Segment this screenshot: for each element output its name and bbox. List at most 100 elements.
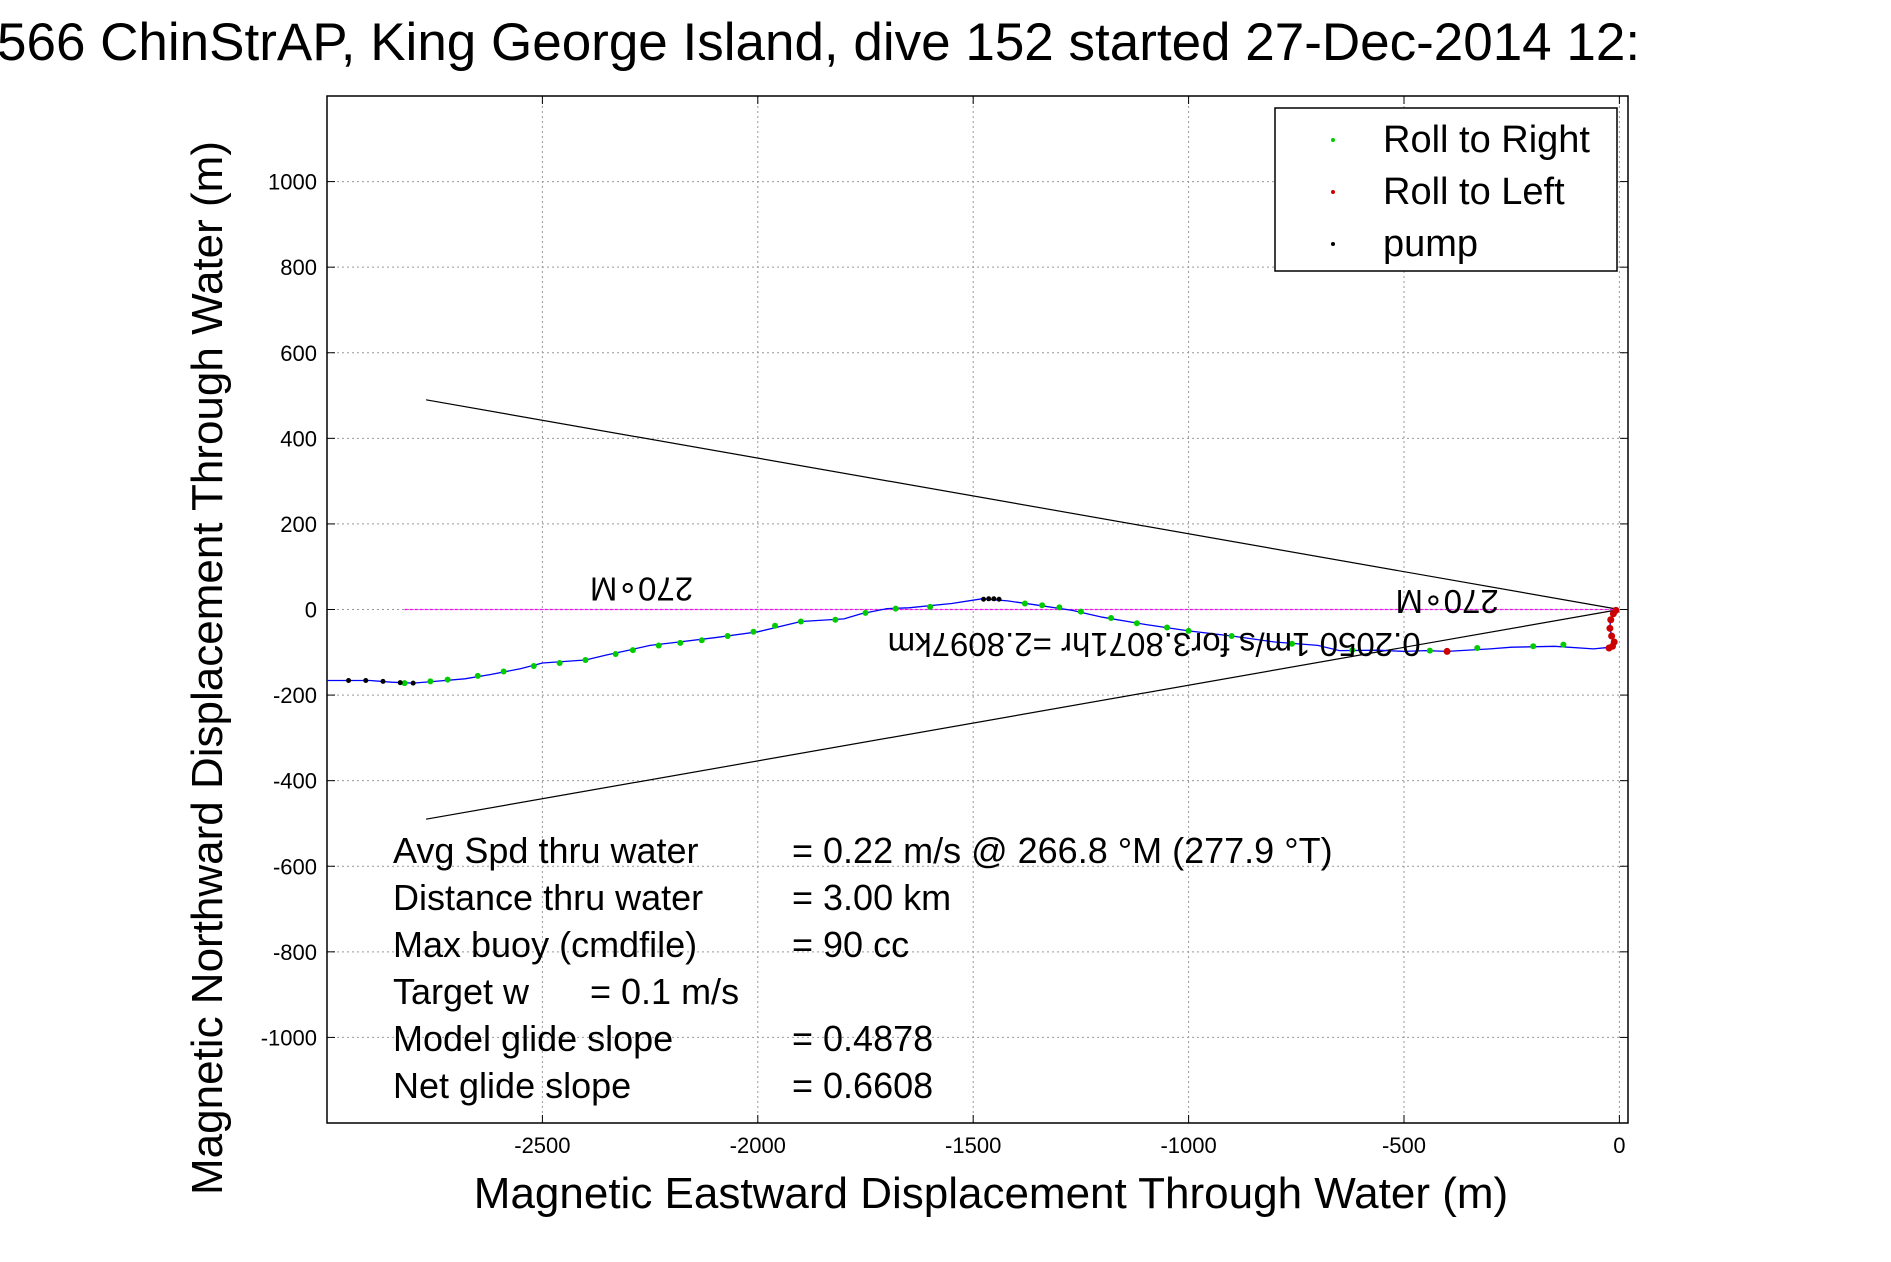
roll-right-point xyxy=(797,618,804,625)
y-tick-label: -400 xyxy=(273,769,317,794)
reference-lines xyxy=(404,399,1620,820)
stat-label: Avg Spd thru water xyxy=(393,830,699,871)
annotations: 270∘M 270∘M 0.2050 1m/s for3.8071hr =2.809… xyxy=(590,570,1499,663)
roll-right-point xyxy=(862,609,869,616)
y-tick-label: 200 xyxy=(280,512,317,537)
y-tick-label: 0 xyxy=(305,598,317,623)
pump-point xyxy=(986,596,992,602)
y-tick-label: -600 xyxy=(273,854,317,879)
y-tick-label: 600 xyxy=(280,341,317,366)
heading-wedge-line xyxy=(425,399,1620,611)
roll-right-point xyxy=(500,668,507,675)
legend-marker xyxy=(1331,242,1335,246)
legend-label: pump xyxy=(1383,223,1478,265)
pump-point xyxy=(346,678,352,684)
roll-left-point xyxy=(1608,632,1616,640)
roll-right-point xyxy=(474,672,481,679)
roll-right-point xyxy=(556,659,563,666)
marker-series xyxy=(346,596,1620,687)
legend-label: Roll to Right xyxy=(1383,119,1590,161)
legend-label: Roll to Left xyxy=(1383,171,1565,213)
rotated-annotation: 0.2050 1m/s for3.8071hr =2.8097km xyxy=(888,626,1421,663)
roll-right-point xyxy=(1108,615,1115,622)
roll-left-point xyxy=(1609,610,1617,618)
roll-right-point xyxy=(582,656,589,663)
x-tick-label: -2000 xyxy=(730,1133,786,1158)
legend: Roll to Right Roll to Left pump xyxy=(1274,107,1618,272)
roll-right-point xyxy=(724,633,731,640)
roll-right-point xyxy=(629,647,636,654)
roll-right-point xyxy=(677,639,684,646)
pump-point xyxy=(410,680,416,686)
x-tick-label: 0 xyxy=(1613,1133,1625,1158)
rotated-annotation: 270∘M xyxy=(590,570,693,607)
y-tick-label: -1000 xyxy=(261,1025,317,1050)
roll-right-point xyxy=(1039,602,1046,609)
roll-right-point xyxy=(1056,604,1063,611)
roll-right-point xyxy=(655,642,662,649)
stat-label: Distance thru water xyxy=(393,877,703,918)
heading-wedge-line xyxy=(425,608,1620,820)
x-ticks: -2500 -2000 -1500 -1000 -500 0 xyxy=(514,96,1626,1158)
rotated-annotation: 270∘M xyxy=(1395,583,1498,620)
pump-point xyxy=(397,680,403,686)
roll-right-point xyxy=(1077,608,1084,615)
roll-right-point xyxy=(832,616,839,623)
roll-right-point xyxy=(698,637,705,644)
roll-right-point xyxy=(772,622,779,629)
roll-right-point xyxy=(750,628,757,635)
y-tick-label: 400 xyxy=(280,426,317,451)
y-ticks: 1000 800 600 400 200 0 -200 -400 -600 -800 -1000 xyxy=(261,170,1628,1050)
stat-value: = 0.1 m/s xyxy=(590,971,739,1012)
legend-marker xyxy=(1331,138,1335,142)
roll-right-point xyxy=(427,678,434,685)
roll-right-point xyxy=(1228,633,1235,640)
roll-left-point xyxy=(1605,644,1613,652)
roll-left-point xyxy=(1606,624,1614,632)
stats-block: Avg Spd thru water = 0.22 m/s @ 266.8 °M … xyxy=(393,830,1333,1106)
y-tick-label: -200 xyxy=(273,683,317,708)
chart-title: 566 ChinStrAP, King George Island, dive … xyxy=(0,13,1640,72)
legend-marker xyxy=(1331,190,1335,194)
y-axis-label: Magnetic Northward Displacement Through … xyxy=(183,141,232,1195)
stat-value: = 3.00 km xyxy=(792,877,951,918)
pump-point xyxy=(991,596,997,602)
stat-value: = 0.22 m/s @ 266.8 °M (277.9 °T) xyxy=(792,830,1333,871)
x-tick-label: -1500 xyxy=(945,1133,1001,1158)
y-tick-label: 1000 xyxy=(268,170,317,195)
roll-right-point xyxy=(892,605,899,612)
roll-right-point xyxy=(1021,600,1028,607)
y-tick-label: 800 xyxy=(280,255,317,280)
roll-right-point xyxy=(1133,620,1140,627)
roll-right-point xyxy=(1288,640,1295,647)
pump-point xyxy=(380,678,386,684)
roll-right-point xyxy=(1349,647,1356,654)
y-tick-label: -800 xyxy=(273,940,317,965)
roll-right-point xyxy=(1185,627,1192,634)
roll-right-point xyxy=(1426,647,1433,654)
roll-left-point xyxy=(1607,616,1615,624)
roll-right-point xyxy=(401,680,408,687)
x-axis-label: Magnetic Eastward Displacement Through W… xyxy=(474,1169,1508,1218)
roll-left-point xyxy=(1443,647,1451,655)
roll-right-point xyxy=(927,603,934,610)
x-tick-label: -2500 xyxy=(514,1133,570,1158)
roll-right-point xyxy=(612,651,619,658)
x-tick-label: -1000 xyxy=(1160,1133,1216,1158)
stat-value: = 0.4878 xyxy=(792,1018,933,1059)
stat-label: Model glide slope xyxy=(393,1018,673,1059)
roll-right-point xyxy=(444,676,451,683)
roll-right-point xyxy=(1164,624,1171,631)
stat-label: Target w xyxy=(393,971,530,1012)
roll-right-point xyxy=(1530,643,1537,650)
roll-right-point xyxy=(1474,645,1481,652)
stat-label: Max buoy (cmdfile) xyxy=(393,924,697,965)
stat-label: Net glide slope xyxy=(393,1065,631,1106)
pump-point xyxy=(981,596,987,602)
stat-value: = 0.6608 xyxy=(792,1065,933,1106)
pump-point xyxy=(363,678,369,684)
pump-point xyxy=(996,596,1002,602)
roll-right-point xyxy=(1560,641,1567,648)
stat-value: = 90 cc xyxy=(792,924,909,965)
